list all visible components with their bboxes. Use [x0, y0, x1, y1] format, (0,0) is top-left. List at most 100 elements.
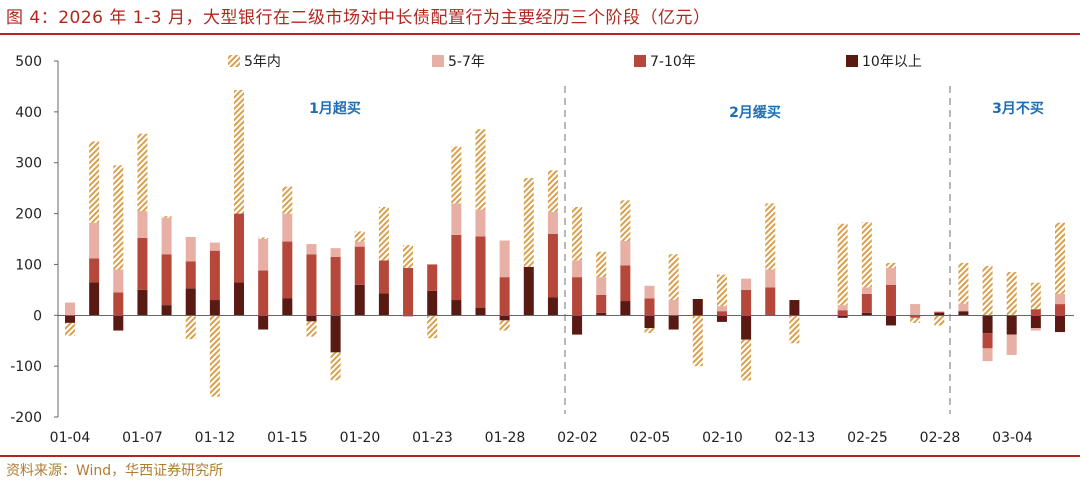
bar-group: [885, 262, 896, 326]
bar-5-7y: [306, 244, 317, 255]
bar-group: [547, 170, 558, 316]
bar-10plus: [1030, 315, 1041, 328]
bar-within-5y: [910, 317, 921, 323]
legend-label-5y: 5年内: [244, 54, 281, 70]
phase-label-jan: 1月超买: [309, 100, 361, 117]
bar-group: [1030, 282, 1041, 331]
bar-7-10y: [451, 234, 462, 301]
title-rule: [0, 33, 1080, 35]
bar-within-5y: [113, 165, 124, 270]
bar-5-7y: [451, 203, 462, 235]
stacked-bar-chart: 500 400 300 200 100 0 -100 -200 01-04 01-07 01-12…: [10, 54, 1074, 446]
bar-5-7y: [741, 278, 752, 290]
bar-10plus: [644, 315, 655, 328]
bar-5-7y: [861, 287, 872, 294]
legend-label-10plus: 10年以上: [862, 54, 922, 70]
bar-within-5y: [547, 170, 558, 213]
bar-7-10y: [572, 277, 583, 316]
bar-group: [692, 299, 703, 367]
bar-10plus: [185, 288, 196, 316]
bar-10plus: [209, 300, 220, 316]
bar-10plus: [692, 299, 703, 316]
bar-within-5y: [330, 352, 341, 381]
source-rule: [0, 455, 1080, 457]
bar-5-7y: [620, 241, 631, 266]
bar-group: [1006, 272, 1017, 355]
bar-10plus: [596, 312, 607, 316]
bar-7-10y: [741, 289, 752, 316]
bar-10plus: [958, 311, 969, 316]
bar-10plus: [620, 301, 631, 316]
bar-5-7y: [716, 306, 727, 312]
bar-10plus: [499, 315, 510, 321]
bar-group: [596, 251, 607, 316]
bar-5-7y: [258, 239, 269, 271]
bar-7-10y: [620, 265, 631, 302]
bar-7-10y: [234, 213, 245, 283]
bar-7-10y: [1030, 309, 1041, 316]
bar-5-7y: [837, 305, 848, 311]
y-tick-label: -200: [10, 410, 42, 426]
bar-10plus: [234, 282, 245, 316]
source-note: 资料来源：Wind，华西证券研究所: [6, 463, 224, 479]
bar-10plus: [837, 315, 848, 318]
bar-7-10y: [765, 287, 776, 316]
bar-10plus: [113, 315, 124, 331]
bar-10plus: [378, 293, 389, 316]
x-tick-label: 01-15: [267, 430, 308, 446]
bar-10plus: [982, 315, 993, 334]
bar-group: [209, 242, 220, 397]
bar-5-7y: [354, 241, 365, 247]
bar-10plus: [137, 289, 148, 316]
bar-7-10y: [1055, 304, 1065, 316]
bar-7-10y: [427, 264, 438, 291]
bar-7-10y: [910, 315, 921, 318]
bar-within-5y: [523, 177, 534, 267]
x-tick-label: 01-20: [340, 430, 381, 446]
bar-7-10y: [861, 293, 872, 313]
bar-within-5y: [741, 339, 752, 381]
bar-within-5y: [427, 315, 438, 339]
bar-group: [113, 165, 124, 331]
bar-10plus: [258, 315, 269, 330]
bar-within-5y: [1030, 282, 1041, 310]
bar-10plus: [934, 312, 945, 316]
bar-within-5y: [451, 146, 462, 204]
bar-within-5y: [161, 216, 172, 218]
bar-7-10y: [161, 254, 172, 306]
bar-10plus: [741, 315, 752, 340]
bar-within-5y: [837, 223, 848, 306]
y-tick-label: 300: [15, 156, 42, 172]
bar-group: [523, 177, 534, 316]
bar-7-10y: [982, 333, 993, 349]
bar-group: [741, 278, 752, 381]
bar-group: [89, 141, 100, 316]
bar-10plus: [65, 315, 75, 323]
bar-5-7y: [958, 303, 969, 312]
bar-within-5y: [644, 328, 655, 334]
bar-within-5y: [1055, 222, 1065, 294]
x-tick-label: 02-13: [775, 430, 816, 446]
bar-5-7y: [137, 211, 148, 238]
bar-7-10y: [330, 256, 341, 316]
bar-group: [185, 236, 196, 340]
bar-group: [1055, 222, 1065, 333]
bar-within-5y: [789, 315, 800, 344]
x-tick-label: 01-23: [412, 430, 453, 446]
bar-group: [234, 89, 245, 316]
bar-7-10y: [89, 258, 100, 283]
bar-within-5y: [572, 206, 583, 261]
bar-5-7y: [982, 348, 993, 362]
bar-5-7y: [282, 213, 293, 242]
bar-7-10y: [837, 310, 848, 316]
bar-group: [837, 223, 848, 318]
bar-group: [982, 265, 993, 362]
bar-within-5y: [65, 322, 75, 336]
bar-within-5y: [668, 254, 679, 301]
bar-7-10y: [185, 261, 196, 289]
bar-5-7y: [185, 236, 196, 262]
bar-group: [475, 129, 486, 316]
bar-within-5y: [475, 129, 486, 210]
bar-10plus: [1055, 315, 1065, 333]
bar-5-7y: [499, 240, 510, 278]
